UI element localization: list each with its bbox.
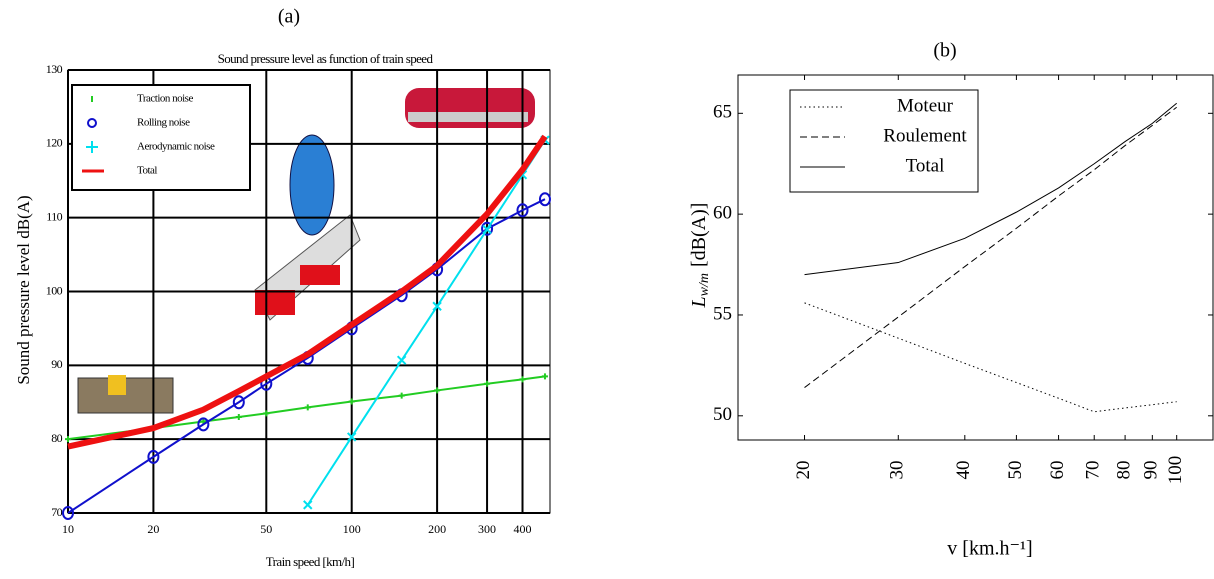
legend-symbol <box>87 118 97 128</box>
x-tick-label: 60 <box>1047 461 1068 480</box>
series-line <box>67 134 548 450</box>
point <box>398 392 405 399</box>
x-tick-label: 200 <box>428 522 446 536</box>
series-line <box>804 102 1178 276</box>
point <box>62 506 74 520</box>
y-tick-label: 55 <box>713 303 732 324</box>
y-tick-label: 60 <box>713 203 732 224</box>
legend-symbol <box>86 141 98 153</box>
train-icon <box>408 112 528 122</box>
legend-label: Roulement <box>883 125 967 146</box>
y-tick-label: 80 <box>51 431 62 445</box>
point <box>482 224 492 235</box>
point <box>348 398 355 405</box>
chart-title: Sound pressure level as function of trai… <box>218 51 434 66</box>
point <box>516 203 529 218</box>
wheel-icon <box>289 134 335 236</box>
point <box>484 380 491 387</box>
x-tick-label: 50 <box>260 522 272 536</box>
series-line <box>306 139 546 506</box>
point <box>481 221 494 236</box>
x-tick-label: 300 <box>478 522 496 536</box>
point <box>197 417 210 432</box>
x-axis-label: v [km.h⁻¹] <box>947 538 1032 560</box>
x-axis-label: Train speed [km/h] <box>266 554 355 569</box>
rail-icon <box>255 290 295 315</box>
y-tick-label: 130 <box>46 62 63 76</box>
point <box>147 449 160 464</box>
y-label-symbol: L <box>688 296 710 308</box>
x-tick-label: 30 <box>887 461 908 480</box>
y-tick-label: 70 <box>51 505 62 519</box>
panel-label: (a) <box>278 6 300 28</box>
series-line <box>67 198 546 514</box>
legend-label: Aerodynamic noise <box>137 141 215 153</box>
point <box>538 192 551 207</box>
point <box>235 414 242 421</box>
y-axis-label: Sound pressure level dB(A) <box>14 195 33 384</box>
y-tick-label: 50 <box>713 404 732 425</box>
x-tick-label: 40 <box>953 461 974 480</box>
legend-box <box>789 89 979 193</box>
x-tick-label: 10 <box>62 522 74 536</box>
x-tick-label: 100 <box>343 522 361 536</box>
point <box>232 395 245 410</box>
point <box>303 500 313 510</box>
series-line <box>67 375 546 441</box>
y-axis-label: Lw/m [dB(A)] <box>688 203 713 309</box>
legend-label: Moteur <box>897 95 954 116</box>
y-tick-label: 110 <box>46 209 62 223</box>
y-tick-label: 90 <box>51 357 62 371</box>
point <box>541 373 548 380</box>
x-tick-label: 90 <box>1141 461 1162 480</box>
y-tick-label: 120 <box>46 136 63 150</box>
x-tick-label: 70 <box>1083 461 1104 480</box>
legend-label: Total <box>137 165 157 177</box>
y-label-unit: [dB(A)] <box>688 203 710 267</box>
x-tick-label: 20 <box>793 461 814 480</box>
x-tick-label: 20 <box>147 522 159 536</box>
legend-label: Traction noise <box>137 93 193 105</box>
loco-icon <box>108 375 126 395</box>
rail-icon <box>300 265 340 285</box>
point <box>304 404 311 411</box>
point <box>65 436 71 443</box>
point <box>519 376 526 383</box>
point <box>346 432 357 442</box>
point <box>263 410 270 417</box>
point <box>434 387 441 394</box>
panel-label: (b) <box>933 40 956 62</box>
y-tick-label: 65 <box>713 102 732 123</box>
plot-area <box>737 74 1214 441</box>
legend-label: Total <box>906 155 945 176</box>
legend-label: Rolling noise <box>137 117 190 129</box>
point <box>396 355 407 365</box>
x-tick-label: 80 <box>1113 461 1134 480</box>
point <box>432 301 442 311</box>
y-tick-label: 100 <box>46 283 63 297</box>
series-line <box>804 106 1177 388</box>
x-tick-label: 400 <box>514 522 532 536</box>
x-tick-label: 50 <box>1005 460 1026 479</box>
x-tick-label: 100 <box>1165 456 1186 485</box>
y-label-subscript: w/m <box>697 273 712 296</box>
series-line <box>804 302 1177 413</box>
